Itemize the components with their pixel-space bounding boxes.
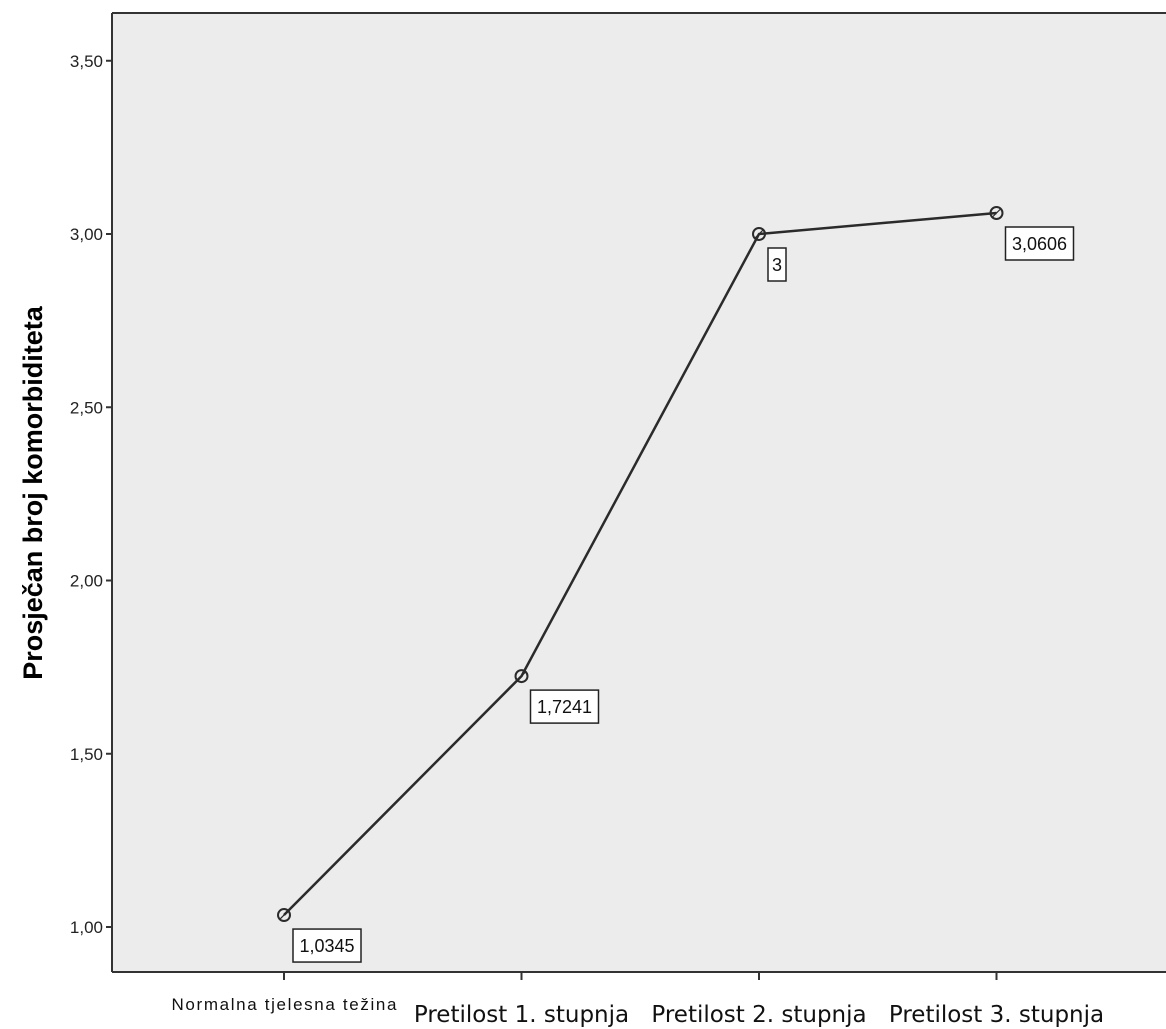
y-axis-label: Prosječan broj komorbiditeta xyxy=(18,305,48,680)
data-label-box xyxy=(1004,226,1075,261)
data-label-box xyxy=(767,247,787,282)
data-label: 3 xyxy=(772,255,782,275)
x-tick-label: Normalna tjelesna težina xyxy=(172,995,398,1014)
y-tick-label: 1,50 xyxy=(70,745,103,764)
data-point xyxy=(277,908,291,923)
y-tick-label: 3,00 xyxy=(70,225,103,244)
data-point xyxy=(514,669,529,684)
series-line-group xyxy=(277,206,1004,923)
data-point-glyph xyxy=(754,229,764,239)
data-point xyxy=(989,206,1004,221)
x-ticks: Normalna tjelesna težina Pretilost 1. stu… xyxy=(172,972,1104,1028)
data-label: 1,7241 xyxy=(537,697,592,717)
data-label-box xyxy=(529,689,600,724)
data-point xyxy=(752,227,766,241)
x-tick-label: Pretilost 2. stupnja xyxy=(651,1002,866,1028)
data-labels: 1,0345 1,7241 3 3,0606 xyxy=(292,226,1075,963)
plot-area xyxy=(112,13,1166,972)
series-line xyxy=(283,211,997,916)
data-point-glyph xyxy=(992,208,1001,218)
data-label: 3,0606 xyxy=(1012,234,1067,254)
y-tick-label: 1,00 xyxy=(70,918,103,937)
y-ticks: 1,00 1,50 2,00 2,50 3,00 3,50 xyxy=(70,52,112,937)
x-tick-label: Pretilost 3. stupnja xyxy=(889,1002,1104,1028)
data-label-box xyxy=(292,928,362,963)
data-point-glyph xyxy=(517,671,526,681)
data-point-glyph xyxy=(279,910,289,920)
data-label: 1,0345 xyxy=(299,936,354,956)
y-tick-label: 3,50 xyxy=(70,52,103,71)
y-tick-label: 2,50 xyxy=(70,398,103,417)
x-tick-label: Pretilost 1. stupnja xyxy=(414,1002,629,1028)
y-tick-label: 2,00 xyxy=(70,572,103,591)
